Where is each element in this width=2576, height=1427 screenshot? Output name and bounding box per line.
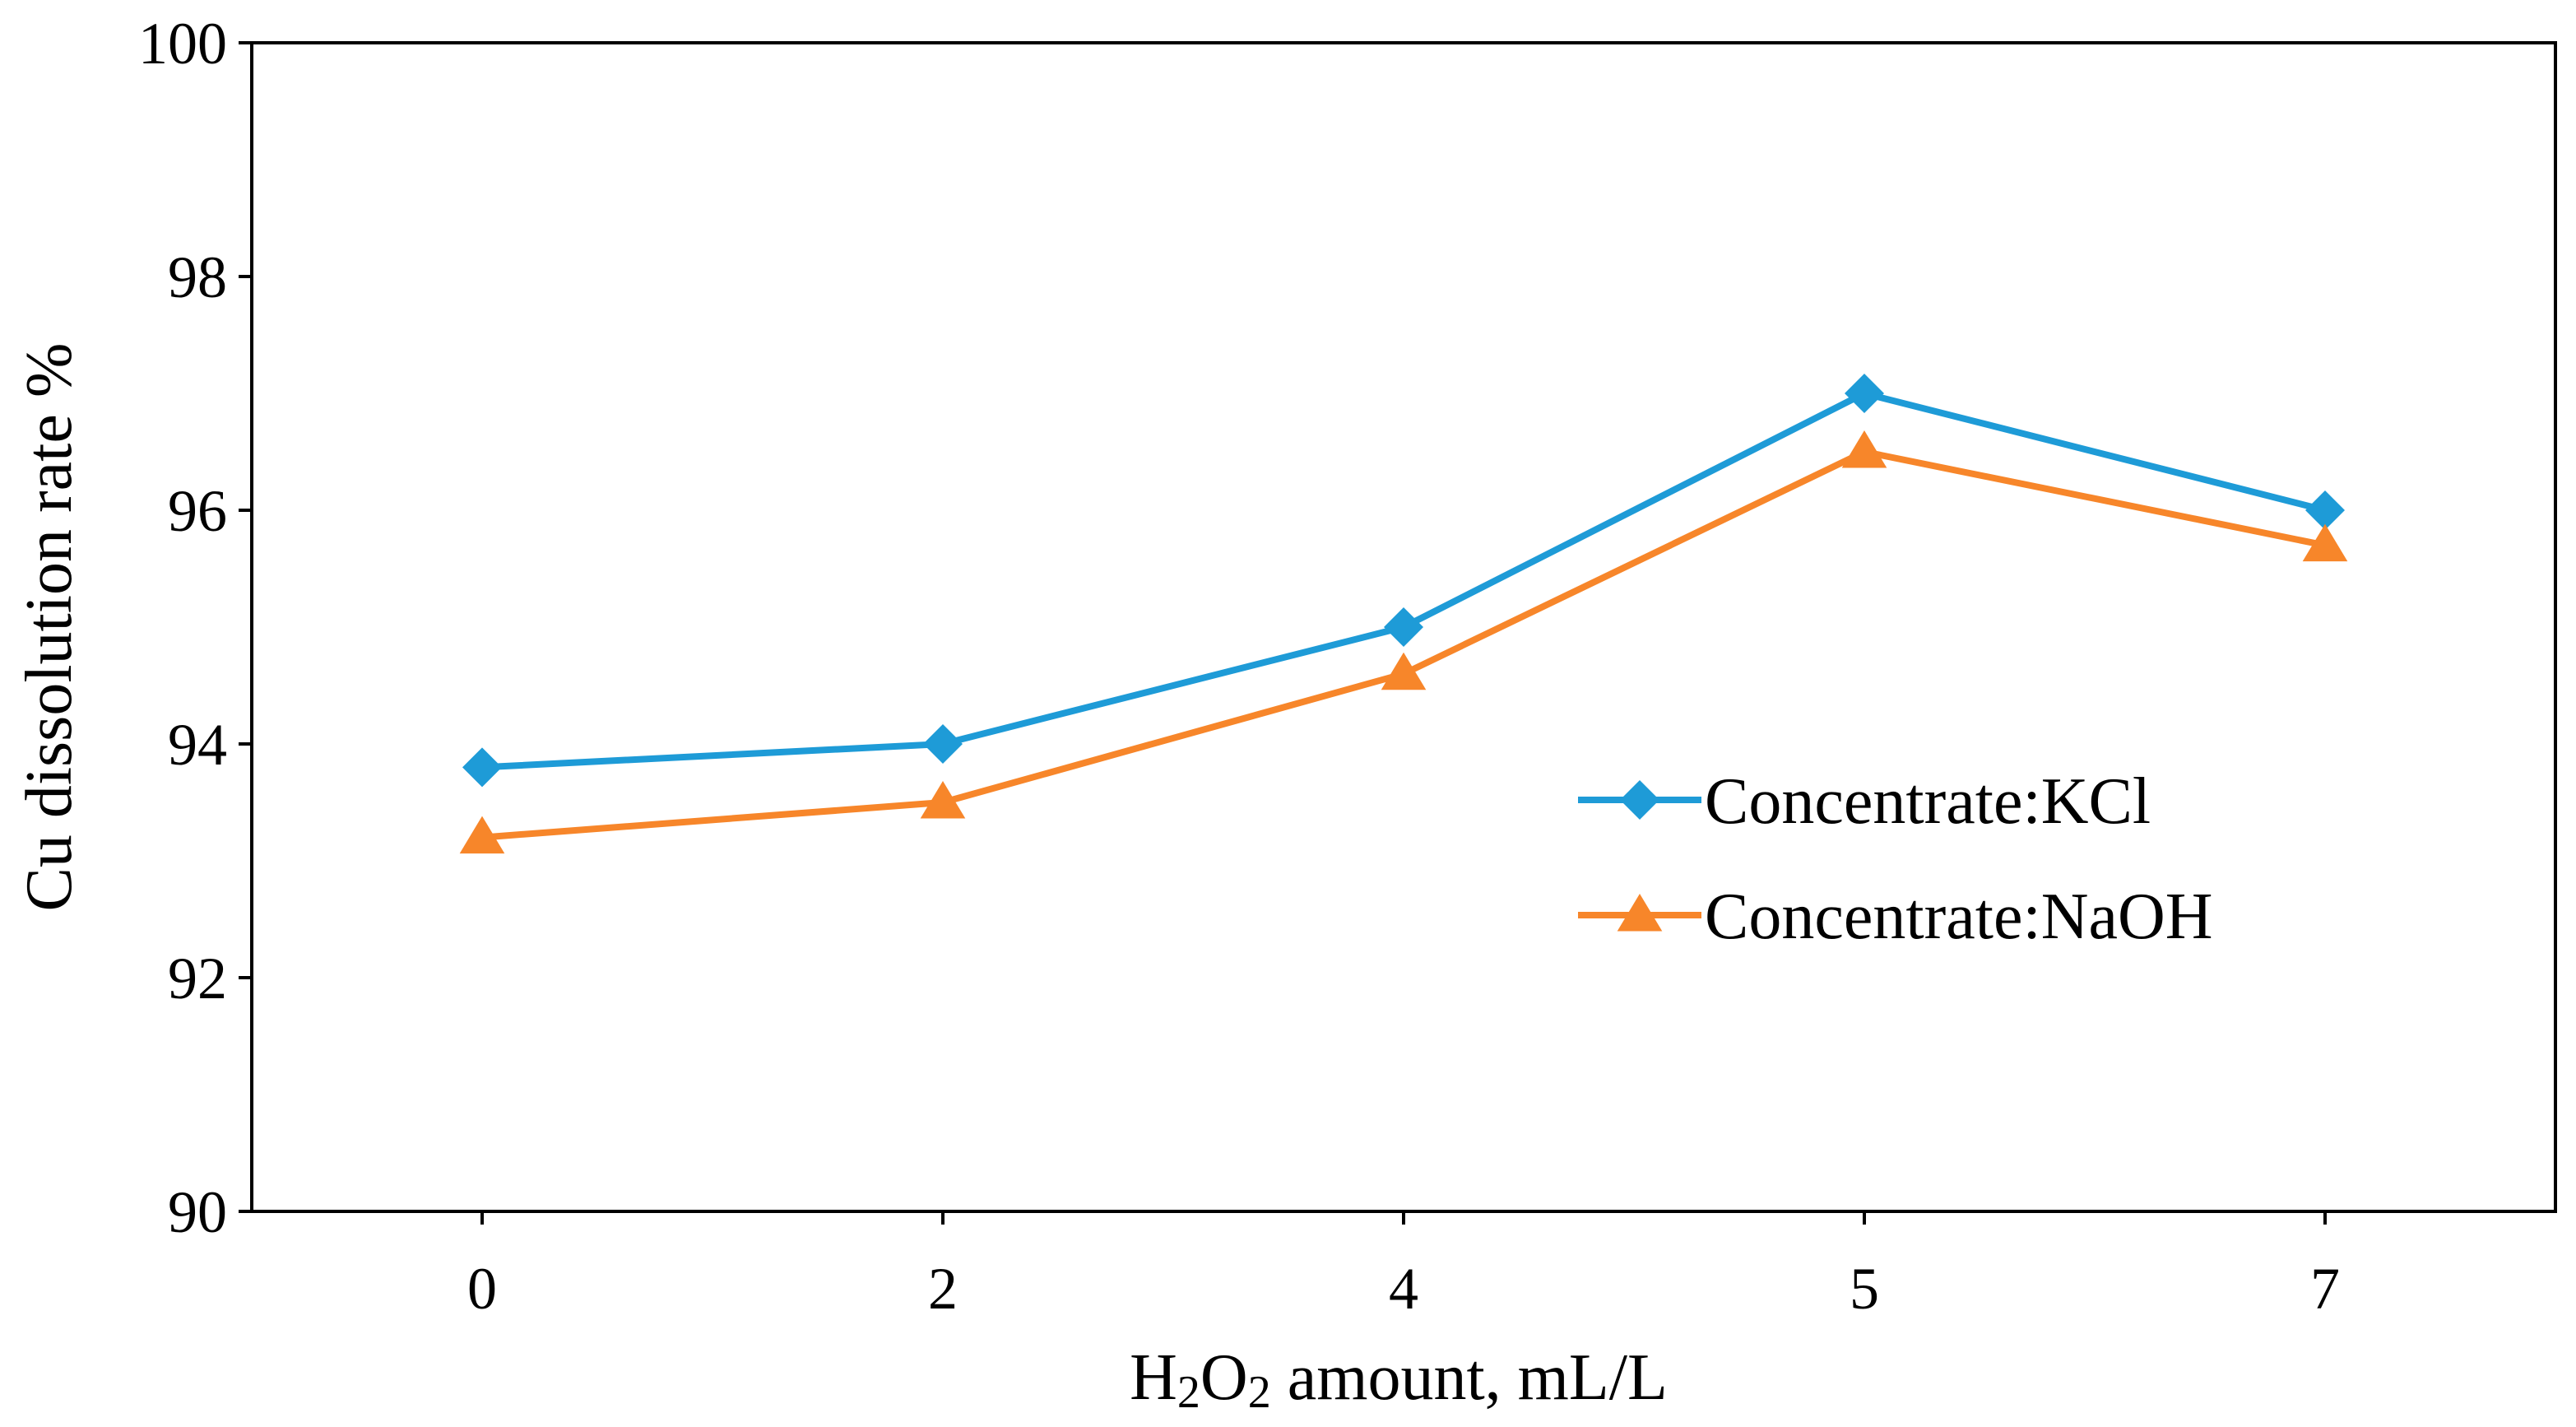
y-tick-label: 100 (138, 11, 227, 77)
series-1-point-1 (920, 781, 966, 819)
y-tick-label: 92 (168, 946, 227, 1011)
series-0-point-1 (923, 724, 963, 764)
x-tick-label: 4 (1389, 1256, 1418, 1322)
series-0-point-4 (2305, 490, 2345, 530)
series-1-point-2 (1381, 652, 1427, 690)
x-tick-label: 5 (1850, 1256, 1879, 1322)
series-0-point-2 (1384, 607, 1423, 647)
y-tick-label: 96 (168, 478, 227, 544)
y-axis: 90 92 94 96 98 100 (138, 11, 252, 1245)
series-1-point-4 (2302, 523, 2348, 562)
legend-item-naoh: Concentrate:NaOH (1578, 881, 2213, 953)
y-tick-label: 90 (168, 1179, 227, 1245)
legend-marker-kcl (1620, 780, 1659, 820)
x-tick-label: 7 (2310, 1256, 2340, 1322)
legend: Concentrate:KCl Concentrate:NaOH (1578, 765, 2213, 953)
legend-label-naoh: Concentrate:NaOH (1705, 881, 2213, 953)
series-1-point-0 (459, 816, 505, 854)
series-layer (459, 374, 2348, 854)
x-axis: 0 2 4 5 7 (467, 1211, 2340, 1322)
x-tick-label: 2 (928, 1256, 958, 1322)
x-tick-label: 0 (467, 1256, 497, 1322)
y-tick-label: 94 (168, 712, 227, 778)
legend-marker-naoh (1617, 894, 1663, 932)
legend-label-kcl: Concentrate:KCl (1705, 765, 2151, 838)
y-axis-title: Cu dissolution rate % (13, 342, 86, 911)
legend-item-kcl: Concentrate:KCl (1578, 765, 2151, 838)
y-tick-label: 98 (168, 244, 227, 310)
series-0-point-3 (1845, 374, 1884, 413)
series-0-point-0 (462, 747, 502, 788)
x-axis-title: H2O2 amount, mL/L (1130, 1341, 1668, 1418)
series-1-point-3 (1841, 430, 1887, 468)
